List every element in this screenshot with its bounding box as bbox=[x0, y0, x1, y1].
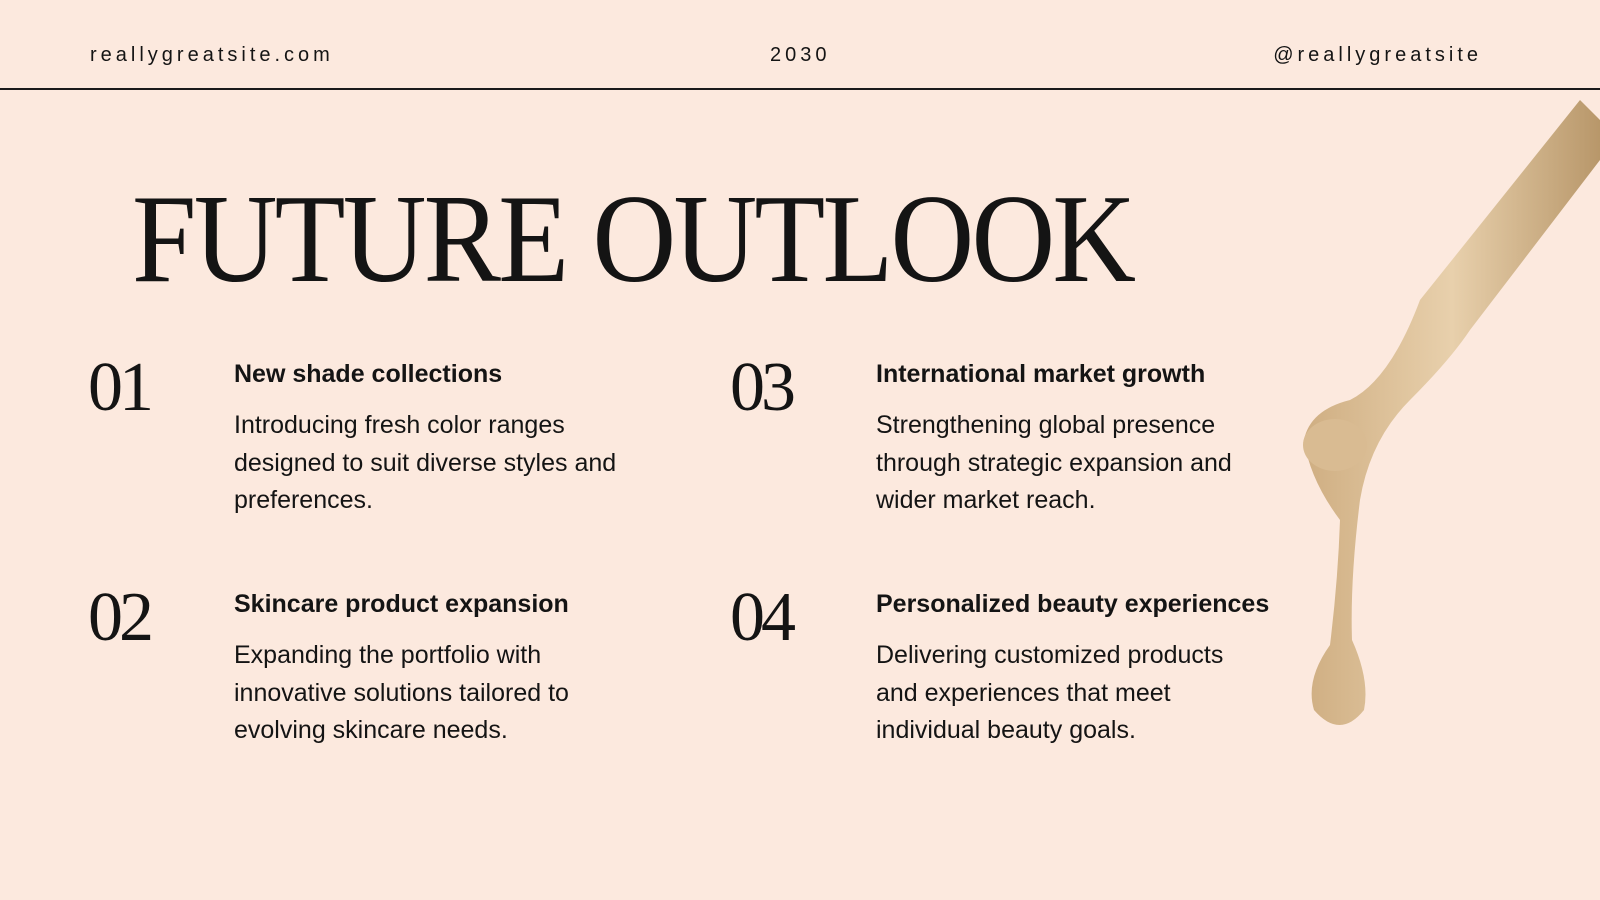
item-text: Strengthening global presence bbox=[876, 411, 1216, 439]
item-text: and experiences that meet bbox=[876, 678, 1171, 707]
item-number: 01 bbox=[88, 349, 154, 426]
year: 2030 bbox=[770, 44, 831, 66]
item-heading: Skincare product expansion bbox=[234, 590, 569, 618]
item-text: preferences. bbox=[234, 486, 373, 514]
item-text: Delivering customized products bbox=[876, 641, 1224, 669]
item-number: 03 bbox=[730, 349, 796, 426]
item-text: evolving skincare needs. bbox=[234, 716, 508, 744]
foundation-drip bbox=[1303, 100, 1600, 725]
item-text: wider market reach. bbox=[876, 486, 1096, 514]
item-text: designed to suit diverse styles and bbox=[234, 448, 617, 477]
item-text: Introducing fresh color ranges bbox=[234, 411, 565, 439]
item-text: Expanding the portfolio with bbox=[234, 641, 542, 669]
title: FUTURE OUTLOOK bbox=[132, 170, 1136, 309]
item-heading: Personalized beauty experiences bbox=[876, 590, 1270, 618]
item-text: individual beauty goals. bbox=[876, 716, 1136, 744]
site-url: reallygreatsite.com bbox=[90, 44, 334, 66]
item-heading: New shade collections bbox=[234, 360, 503, 388]
item-text: through strategic expansion and bbox=[876, 448, 1232, 477]
divider bbox=[0, 88, 1600, 90]
item-heading: International market growth bbox=[876, 360, 1206, 388]
item-text: innovative solutions tailored to bbox=[234, 678, 569, 707]
item-number: 04 bbox=[730, 579, 796, 656]
item-number: 02 bbox=[88, 579, 154, 656]
handle: @reallygreatsite bbox=[1273, 44, 1482, 66]
